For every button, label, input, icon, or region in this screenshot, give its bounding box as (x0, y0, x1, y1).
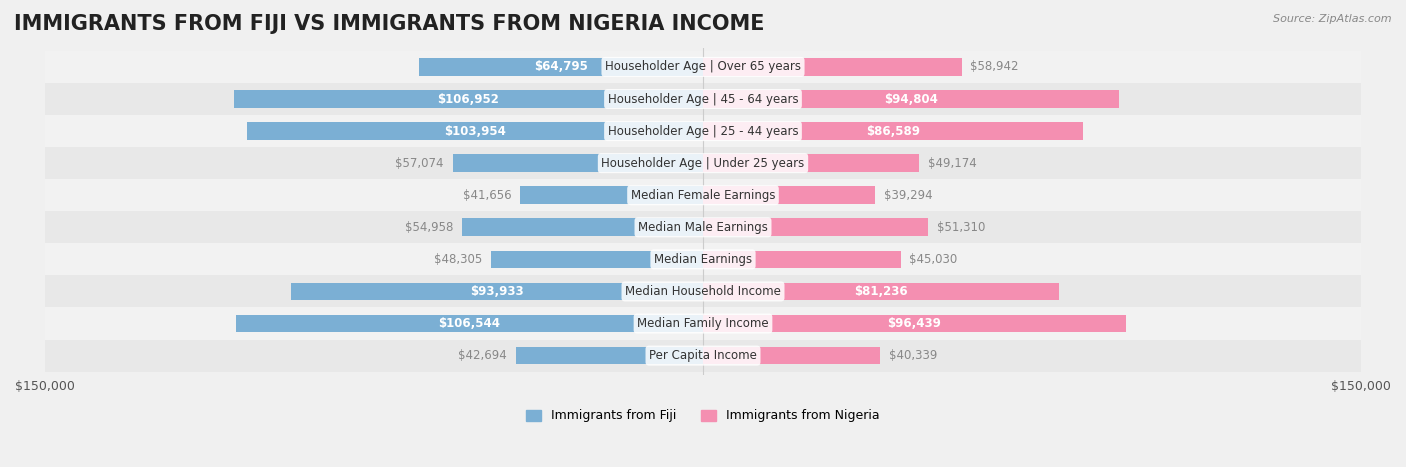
Bar (703, 154, 918, 172)
Text: $81,236: $81,236 (855, 285, 908, 298)
Text: $64,795: $64,795 (534, 60, 588, 73)
Bar (45, 115, 1361, 147)
Text: Median Family Income: Median Family Income (637, 317, 769, 330)
Bar (463, 219, 703, 236)
Bar (703, 122, 1083, 140)
Bar (703, 315, 1126, 333)
Text: $58,942: $58,942 (970, 60, 1019, 73)
Text: Householder Age | Over 65 years: Householder Age | Over 65 years (605, 60, 801, 73)
Text: $48,305: $48,305 (434, 253, 482, 266)
Bar (520, 186, 703, 204)
Text: $54,958: $54,958 (405, 221, 453, 234)
Bar (45, 147, 1361, 179)
Text: $106,952: $106,952 (437, 92, 499, 106)
Legend: Immigrants from Fiji, Immigrants from Nigeria: Immigrants from Fiji, Immigrants from Ni… (522, 404, 884, 427)
Text: Median Household Income: Median Household Income (626, 285, 780, 298)
Text: $96,439: $96,439 (887, 317, 942, 330)
Text: $93,933: $93,933 (470, 285, 524, 298)
Bar (291, 283, 703, 300)
Bar (45, 243, 1361, 276)
Text: $86,589: $86,589 (866, 125, 920, 138)
Bar (703, 186, 876, 204)
Text: $42,694: $42,694 (458, 349, 508, 362)
Bar (419, 58, 703, 76)
Bar (703, 347, 880, 364)
Bar (233, 90, 703, 108)
Text: $49,174: $49,174 (928, 156, 976, 170)
Text: $57,074: $57,074 (395, 156, 444, 170)
Bar (703, 90, 1119, 108)
Bar (247, 122, 703, 140)
Text: $40,339: $40,339 (889, 349, 938, 362)
Text: Median Male Earnings: Median Male Earnings (638, 221, 768, 234)
Text: $103,954: $103,954 (444, 125, 506, 138)
Text: $41,656: $41,656 (463, 189, 512, 202)
Text: Householder Age | 25 - 44 years: Householder Age | 25 - 44 years (607, 125, 799, 138)
Bar (703, 219, 928, 236)
Bar (236, 315, 703, 333)
Bar (45, 211, 1361, 243)
Text: $51,310: $51,310 (936, 221, 986, 234)
Text: Median Earnings: Median Earnings (654, 253, 752, 266)
Bar (45, 51, 1361, 83)
Text: IMMIGRANTS FROM FIJI VS IMMIGRANTS FROM NIGERIA INCOME: IMMIGRANTS FROM FIJI VS IMMIGRANTS FROM … (14, 14, 765, 34)
Text: Householder Age | 45 - 64 years: Householder Age | 45 - 64 years (607, 92, 799, 106)
Text: $39,294: $39,294 (884, 189, 932, 202)
Text: $94,804: $94,804 (884, 92, 938, 106)
Bar (516, 347, 703, 364)
Bar (491, 251, 703, 268)
Bar (703, 283, 1059, 300)
Text: Per Capita Income: Per Capita Income (650, 349, 756, 362)
Bar (45, 276, 1361, 307)
Text: $106,544: $106,544 (439, 317, 501, 330)
Bar (453, 154, 703, 172)
Bar (45, 179, 1361, 211)
Bar (703, 251, 901, 268)
Text: Householder Age | Under 25 years: Householder Age | Under 25 years (602, 156, 804, 170)
Bar (45, 83, 1361, 115)
Bar (703, 58, 962, 76)
Text: Median Female Earnings: Median Female Earnings (631, 189, 775, 202)
Text: Source: ZipAtlas.com: Source: ZipAtlas.com (1274, 14, 1392, 24)
Text: $45,030: $45,030 (910, 253, 957, 266)
Bar (45, 340, 1361, 372)
Bar (45, 307, 1361, 340)
